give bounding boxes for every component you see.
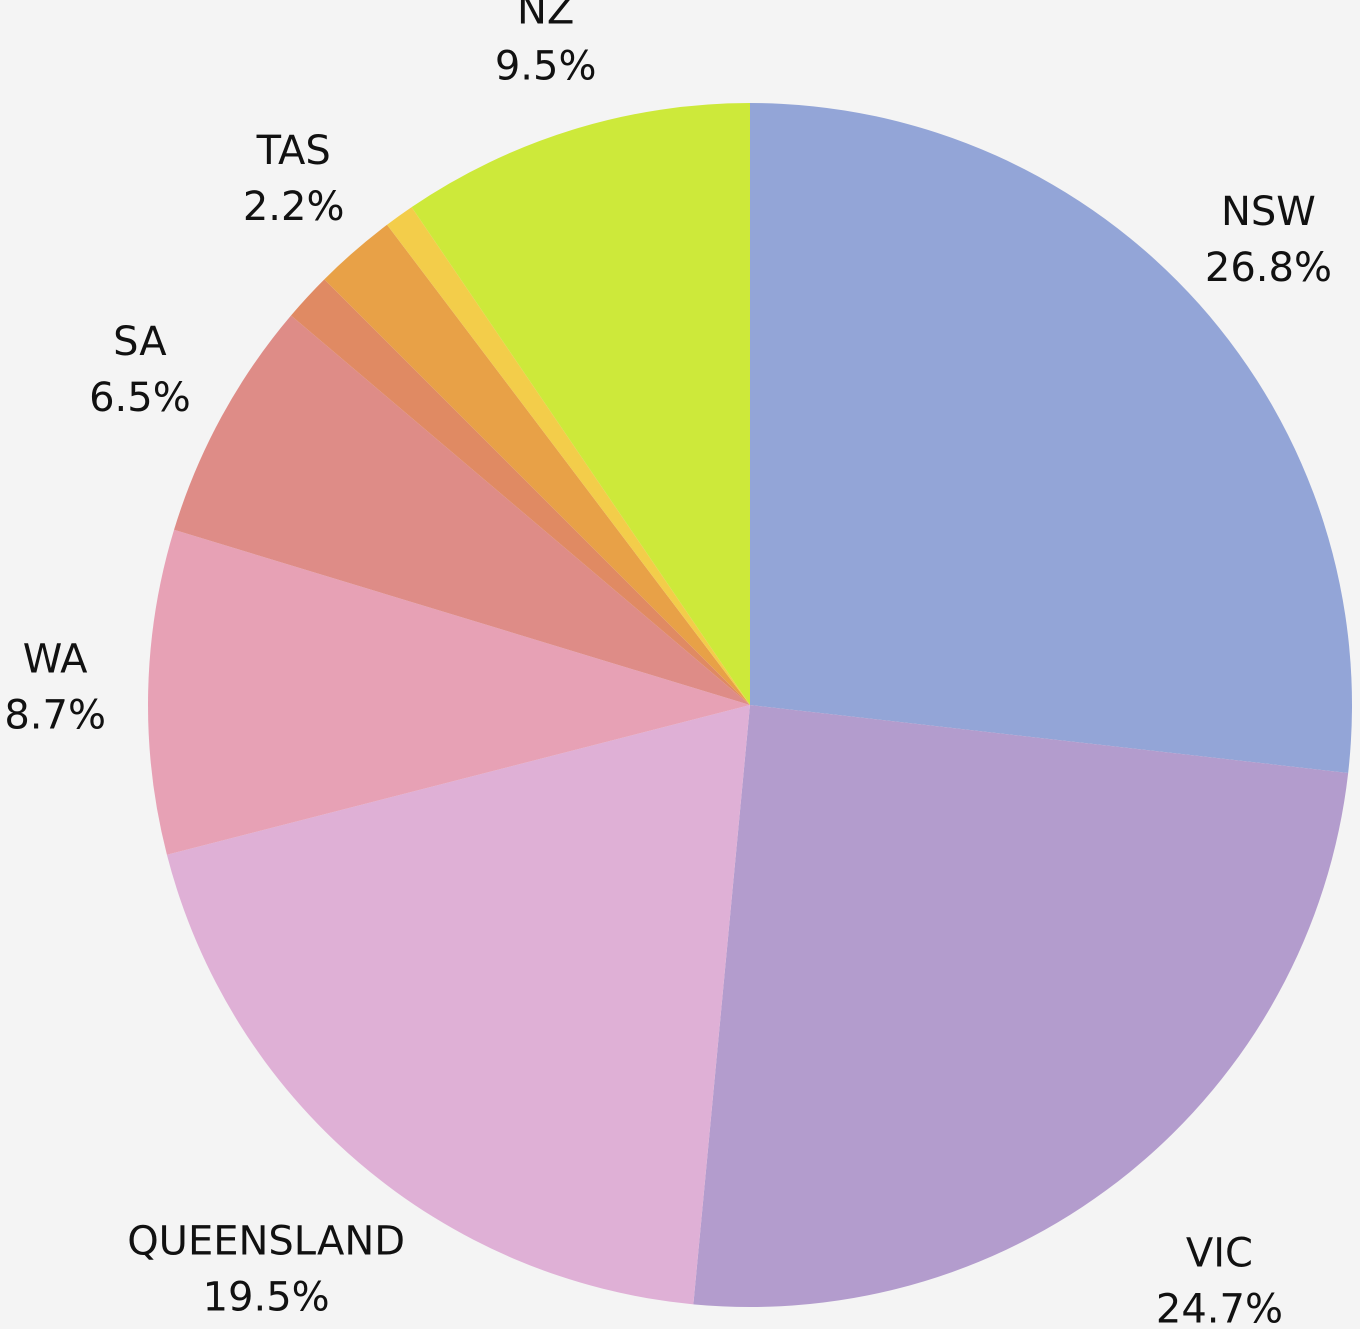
pie-slice [387, 207, 750, 706]
slice-value-label: 24.7% [1156, 1286, 1283, 1329]
pie-slice [291, 279, 750, 705]
slice-label: WA [23, 637, 88, 683]
slice-label: NZ [517, 0, 574, 34]
pie-slice [174, 315, 751, 705]
slice-label: NSW [1221, 189, 1316, 235]
slice-label: TAS [256, 128, 331, 174]
slice-label: VIC [1186, 1230, 1253, 1276]
pie-slice [693, 705, 1349, 1307]
slice-label: SA [113, 319, 167, 365]
pie-slice [750, 103, 1352, 773]
slice-value-label: 6.5% [89, 375, 191, 421]
pie-slice [411, 102, 750, 705]
pie-slice [324, 224, 750, 705]
pie-slice [147, 529, 750, 855]
slice-value-label: 8.7% [4, 693, 106, 739]
slice-value-label: 9.5% [495, 44, 597, 90]
slice-value-label: 26.8% [1205, 245, 1332, 291]
slice-label: QUEENSLAND [127, 1219, 405, 1265]
slice-value-label: 19.5% [203, 1275, 330, 1321]
slice-value-label: 2.2% [243, 184, 345, 230]
pie-slice [166, 705, 750, 1305]
